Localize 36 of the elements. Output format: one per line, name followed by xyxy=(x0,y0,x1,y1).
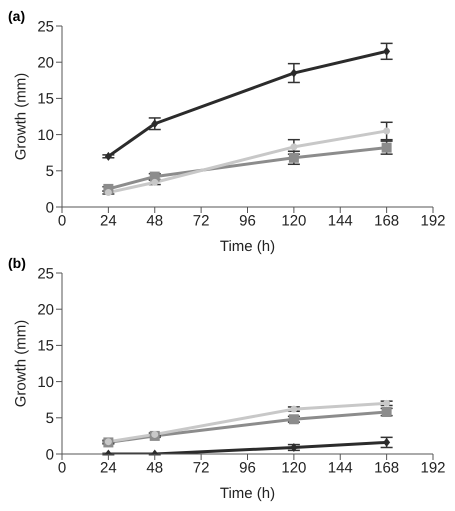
x-tick-label: 192 xyxy=(420,460,446,477)
x-tick-label: 120 xyxy=(281,212,306,230)
y-tick-label: 20 xyxy=(37,302,54,319)
x-tick-label: 72 xyxy=(192,212,210,230)
y-tick-label: 20 xyxy=(37,54,54,72)
y-tick-label: 10 xyxy=(37,374,54,391)
y-tick-label: 5 xyxy=(46,410,54,428)
y-axis-title: Growth (mm) xyxy=(12,320,30,408)
y-tick-label: 0 xyxy=(46,446,54,464)
chart-title: (a) xyxy=(8,8,26,24)
x-tick-label: 120 xyxy=(281,460,306,477)
x-tick-label: 24 xyxy=(100,212,117,230)
x-tick-label: 48 xyxy=(146,460,164,477)
x-axis-title: Time (h) xyxy=(220,238,276,255)
x-tick-label: 72 xyxy=(192,460,210,477)
chart-title: (b) xyxy=(8,255,26,271)
x-tick-label: 144 xyxy=(328,212,353,230)
y-tick-label: 25 xyxy=(37,265,54,282)
y-tick-label: 0 xyxy=(46,199,54,216)
y-tick-label: 10 xyxy=(37,126,54,144)
y-tick-label: 15 xyxy=(37,338,54,355)
x-tick-label: 192 xyxy=(420,212,446,230)
x-tick-label: 168 xyxy=(374,460,400,477)
x-tick-label: 144 xyxy=(328,460,353,477)
y-tick-label: 15 xyxy=(37,90,54,108)
x-axis-title: Time (h) xyxy=(220,485,276,502)
x-tick-label: 48 xyxy=(146,212,164,230)
x-tick-label: 96 xyxy=(239,212,256,230)
x-tick-label: 0 xyxy=(58,212,66,230)
y-tick-label: 25 xyxy=(37,18,54,36)
x-tick-label: 0 xyxy=(58,460,66,477)
x-tick-label: 96 xyxy=(239,460,256,477)
y-axis-title: Growth (mm) xyxy=(12,72,30,160)
y-tick-label: 5 xyxy=(46,163,54,180)
x-tick-label: 168 xyxy=(374,212,400,230)
x-tick-label: 24 xyxy=(100,460,117,477)
